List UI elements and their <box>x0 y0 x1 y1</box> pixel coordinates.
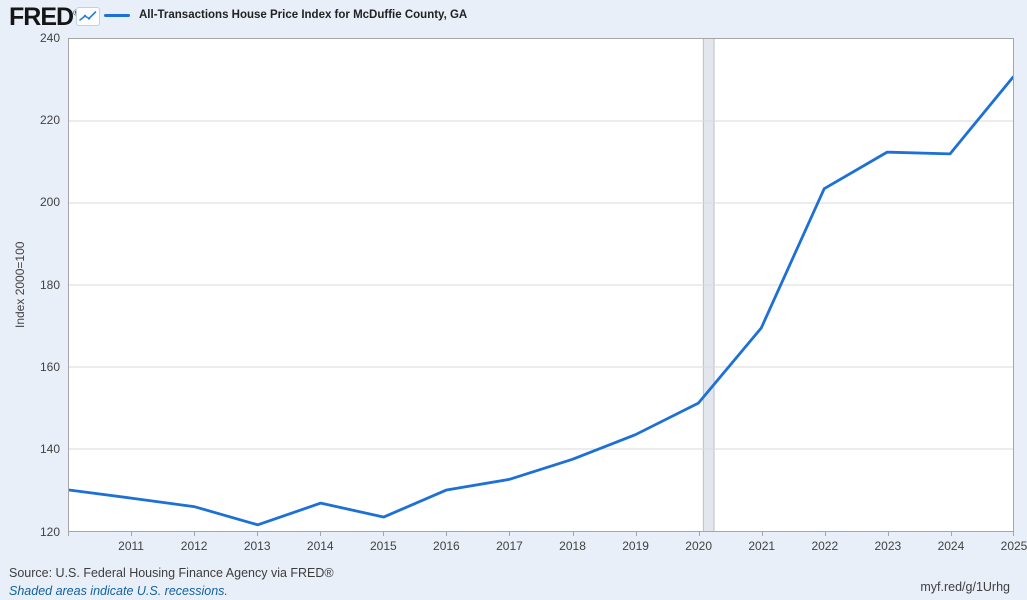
x-tick-mark <box>68 532 69 536</box>
x-tick-label: 2015 <box>369 539 397 553</box>
x-tick-label: 2021 <box>748 539 776 553</box>
x-tick-label: 2011 <box>118 539 144 553</box>
fred-chart-icon <box>76 7 100 26</box>
x-tick-label: 2022 <box>811 539 839 553</box>
x-tick-mark <box>320 532 322 536</box>
x-tick-mark <box>1013 532 1014 536</box>
recession-note-link[interactable]: Shaded areas indicate U.S. recessions. <box>9 584 228 598</box>
x-tick-label: 2025 <box>1000 539 1027 553</box>
plot-area[interactable] <box>68 38 1014 532</box>
x-tick-label: 2014 <box>306 539 334 553</box>
x-tick-label: 2017 <box>496 539 523 553</box>
x-tick-label: 2019 <box>622 539 649 553</box>
permalink[interactable]: myf.red/g/1Urhg <box>920 580 1010 594</box>
x-tick-mark <box>950 532 952 536</box>
y-tick-label: 140 <box>39 442 60 457</box>
x-tick-label: 2012 <box>180 539 208 553</box>
x-tick-label: 2016 <box>433 539 460 553</box>
legend-line-swatch <box>104 13 130 17</box>
x-tick-label: 2023 <box>874 539 902 553</box>
x-tick-mark <box>383 532 385 536</box>
x-tick-mark <box>509 532 511 536</box>
source-text: Source: U.S. Federal Housing Finance Age… <box>9 566 334 580</box>
y-tick-label: 160 <box>39 359 60 374</box>
x-tick-label: 2018 <box>559 539 586 553</box>
y-tick-label: 200 <box>39 195 60 210</box>
x-tick-mark <box>887 532 889 536</box>
y-tick-label: 180 <box>39 277 60 292</box>
y-tick-label: 240 <box>39 30 60 45</box>
x-tick-label: 2013 <box>243 539 271 553</box>
x-tick-mark <box>131 532 133 536</box>
x-tick-mark <box>446 532 448 536</box>
legend-series-label: All-Transactions House Price Index for M… <box>139 9 468 21</box>
x-tick-mark <box>572 532 574 536</box>
x-tick-mark <box>194 532 196 536</box>
series-legend: All-Transactions House Price Index for M… <box>104 9 467 21</box>
y-tick-label: 220 <box>39 112 60 127</box>
x-tick-mark <box>635 532 637 536</box>
fred-logo[interactable]: FRED® <box>9 3 79 32</box>
header: FRED® All-Transactions House Price Index… <box>0 0 1027 32</box>
y-tick-label: 120 <box>39 524 60 539</box>
x-tick-mark <box>824 532 826 536</box>
x-tick-label: 2020 <box>685 539 712 553</box>
x-tick-label: 2024 <box>937 539 965 553</box>
x-tick-mark <box>698 532 700 536</box>
x-tick-mark <box>761 532 763 536</box>
x-tick-mark <box>257 532 259 536</box>
price-line-chart <box>69 39 1013 531</box>
